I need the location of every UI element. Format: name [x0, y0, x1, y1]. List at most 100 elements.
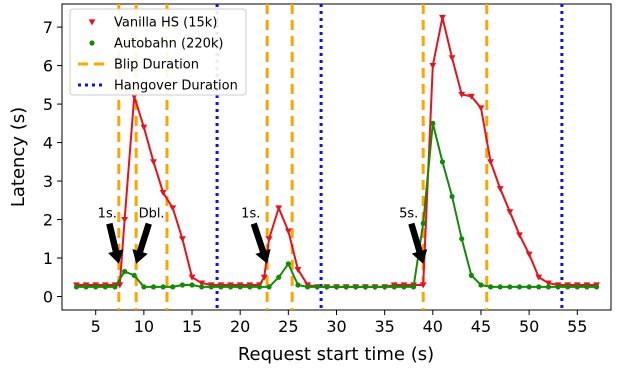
series-point-1: [353, 284, 359, 290]
x-tick-label: 30: [326, 317, 346, 336]
series-point-0: [140, 124, 148, 131]
series-point-1: [276, 274, 282, 280]
y-tick-label: 7: [43, 18, 53, 37]
series-point-1: [593, 284, 600, 290]
series-point-1: [382, 284, 388, 290]
annotation-label: 5s.: [399, 207, 418, 222]
legend: Vanilla HS (15k) Autobahn (220k) Blip Dura…: [69, 8, 247, 96]
annotation-arrow: [250, 222, 271, 264]
legend-label: Hangover Duration: [114, 79, 238, 94]
x-tick-label: 5: [91, 317, 101, 336]
y-axis-ticks: 0 1 2 3 4 5 6 7: [43, 18, 62, 307]
series-point-0: [265, 236, 273, 243]
series-point-1: [170, 284, 176, 290]
series-point-1: [488, 284, 494, 290]
series-point-0: [294, 266, 302, 273]
y-tick-label: 6: [43, 57, 53, 76]
x-tick-label: 25: [278, 317, 298, 336]
series-point-1: [430, 120, 436, 126]
series-point-1: [218, 284, 224, 290]
series-point-1: [536, 284, 542, 290]
y-tick-label: 4: [43, 134, 53, 153]
series-point-0: [284, 228, 292, 235]
series-point-1: [555, 284, 561, 290]
x-axis-title: Request start time (s): [238, 344, 434, 365]
series-line-1: [76, 123, 597, 288]
series-point-1: [497, 284, 503, 290]
series-point-0: [487, 159, 495, 166]
series-point-1: [574, 284, 580, 290]
series-point-0: [275, 205, 283, 212]
series-point-1: [526, 284, 532, 290]
x-tick-label: 50: [519, 317, 539, 336]
series-point-0: [116, 282, 124, 289]
series-point-1: [468, 272, 474, 278]
series-point-1: [199, 284, 205, 290]
legend-marker-autobahn: [89, 40, 95, 46]
annotation-label: Dbl.: [139, 207, 165, 222]
series-point-1: [256, 284, 263, 290]
series-point-0: [419, 282, 427, 289]
series-point-1: [150, 284, 157, 290]
series-point-1: [93, 284, 99, 290]
series-point-1: [160, 284, 166, 290]
annotation-label: 1s.: [241, 207, 260, 222]
x-axis-ticks: 5 10 15 20 25 30 35 40 45 50 55: [91, 310, 587, 336]
series-point-1: [584, 284, 590, 290]
series-point-1: [179, 282, 185, 288]
series-point-1: [266, 284, 272, 290]
x-tick-label: 15: [182, 317, 202, 336]
series-point-1: [314, 284, 320, 290]
series-point-0: [544, 280, 552, 287]
series-point-1: [227, 284, 234, 290]
series-point-0: [477, 105, 485, 112]
series-point-0: [188, 274, 196, 281]
series-point-1: [343, 284, 349, 290]
y-tick-label: 2: [43, 211, 53, 230]
series-point-1: [141, 284, 147, 290]
series-point-0: [150, 159, 157, 166]
legend-marker-vanilla: [88, 19, 96, 26]
series-point-0: [260, 274, 268, 281]
series-point-1: [295, 282, 301, 288]
series-point-0: [535, 274, 543, 281]
series-point-1: [208, 284, 214, 290]
annotation-arrow: [106, 222, 124, 264]
series-point-0: [516, 232, 523, 239]
y-tick-label: 5: [43, 95, 53, 114]
series-point-0: [506, 209, 514, 216]
series-point-1: [112, 284, 118, 290]
y-tick-label: 1: [43, 249, 53, 268]
annotation-arrow: [408, 222, 428, 264]
annotations-layer: 1s. Dbl. 1s. 5s.: [98, 207, 428, 264]
series-point-0: [169, 205, 177, 212]
series-point-1: [565, 284, 571, 290]
series-point-1: [410, 284, 417, 290]
series-point-1: [73, 284, 80, 290]
series-point-1: [305, 284, 311, 290]
series-point-0: [448, 55, 456, 62]
series-point-1: [478, 282, 484, 288]
series-point-0: [159, 190, 167, 197]
series-point-1: [102, 284, 108, 290]
series-point-1: [285, 261, 291, 267]
y-axis-title: Latency (s): [8, 107, 29, 207]
series-point-1: [189, 282, 195, 288]
series-point-0: [429, 62, 437, 69]
series-point-0: [525, 251, 533, 258]
y-tick-label: 3: [43, 172, 53, 191]
series-point-1: [449, 193, 455, 200]
series-point-1: [391, 284, 397, 290]
series-point-0: [496, 186, 504, 193]
series-point-1: [459, 236, 465, 242]
series-point-1: [131, 272, 137, 278]
series-point-1: [401, 284, 407, 290]
series-point-1: [247, 284, 253, 290]
series-point-0: [467, 93, 475, 100]
legend-label: Autobahn (220k): [114, 37, 224, 52]
series-point-1: [516, 284, 523, 290]
legend-label: Blip Duration: [114, 58, 199, 73]
annotation-label: 1s.: [98, 207, 117, 222]
x-tick-label: 10: [134, 317, 154, 336]
